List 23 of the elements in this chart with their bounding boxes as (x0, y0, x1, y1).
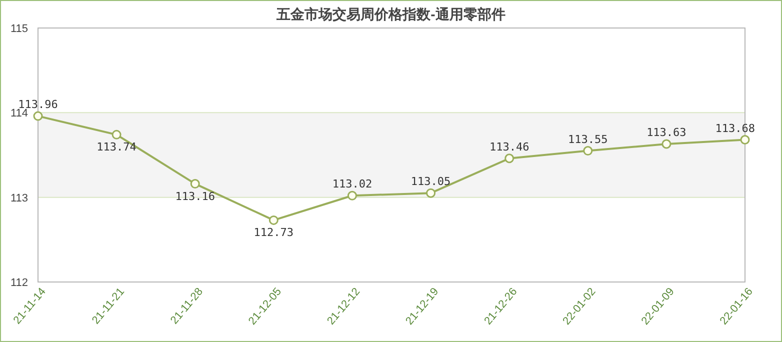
data-label: 113.05 (410, 175, 451, 188)
point (740, 135, 750, 145)
point (426, 188, 436, 198)
point (190, 179, 200, 189)
point (583, 146, 593, 156)
point (662, 139, 672, 149)
point (347, 190, 357, 200)
chart-title: 五金市场交易周价格指数-通用零部件 (276, 6, 506, 22)
data-label: 113.63 (646, 126, 686, 139)
data-label: 113.46 (489, 140, 530, 154)
point (504, 154, 514, 164)
y-tick-label: 115 (10, 23, 28, 35)
point (112, 130, 122, 140)
data-label: 112.73 (254, 226, 294, 240)
data-label: 113.55 (568, 132, 608, 146)
data-label: 113.02 (332, 178, 372, 191)
data-label: 113.74 (96, 140, 137, 154)
y-tick-label: 113 (10, 192, 28, 204)
y-tick-label: 112 (10, 277, 28, 289)
point (268, 215, 278, 225)
point (33, 111, 43, 121)
data-label: 113.16 (175, 190, 215, 203)
data-label: 113.68 (715, 122, 755, 135)
